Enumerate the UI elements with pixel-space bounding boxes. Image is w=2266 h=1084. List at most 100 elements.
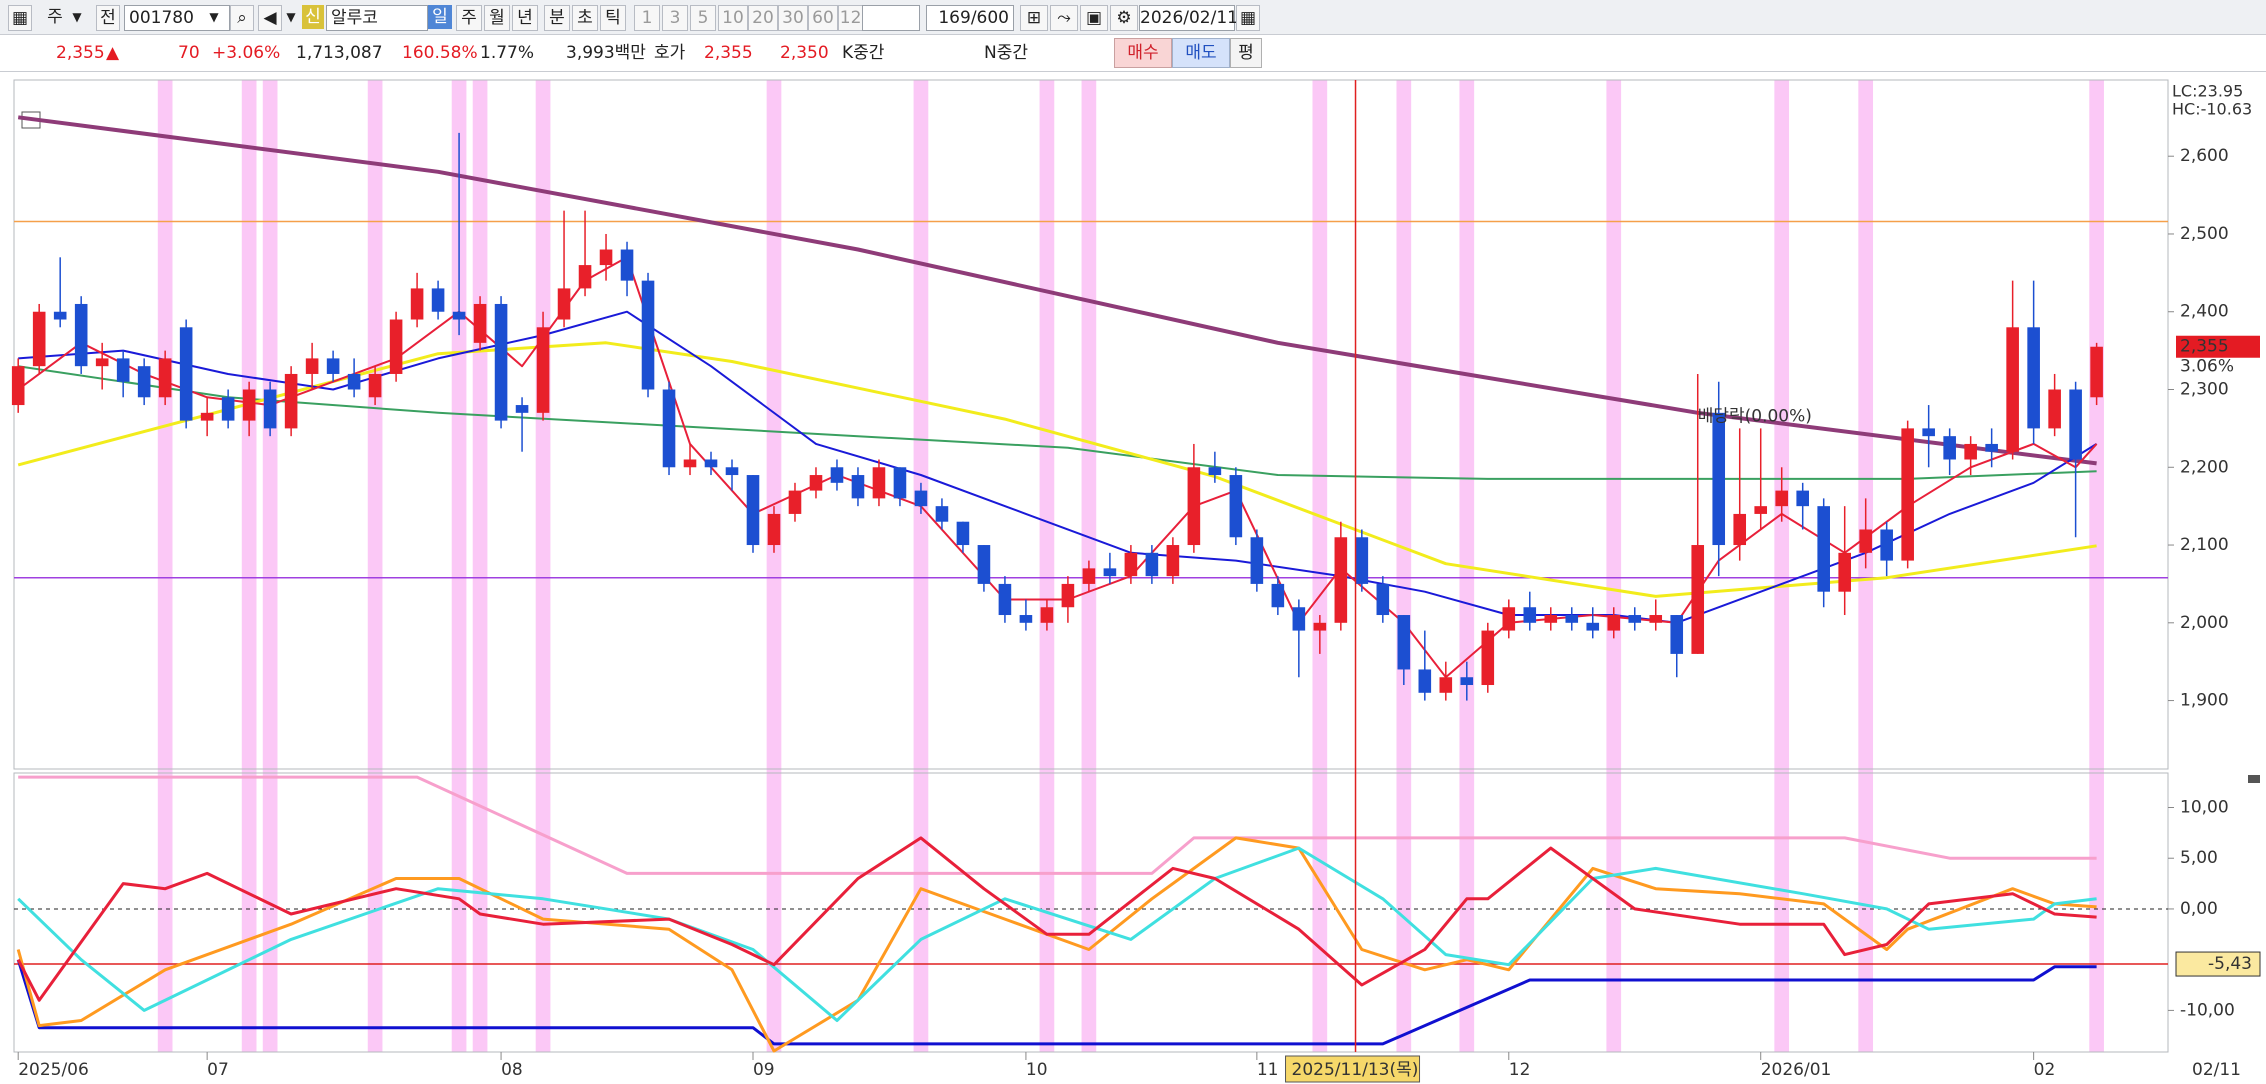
badge: 신 <box>302 5 324 29</box>
settings-icon[interactable]: ⚙ <box>1110 5 1138 31</box>
chart: 2,600 2,500 2,400 2,300 2,200 2,100 2,000 1,900… <box>0 72 2266 1084</box>
step-button[interactable]: 1 <box>634 5 660 31</box>
candle-body <box>347 373 361 390</box>
volume-ratio: 160.58% <box>402 43 478 63</box>
step-button[interactable]: 10 <box>718 5 748 31</box>
interval-button[interactable]: 년 <box>512 5 538 31</box>
y-tick-label: 2,300 <box>2180 380 2229 400</box>
step-button[interactable]: 5 <box>690 5 716 31</box>
y-tick-label: 1,900 <box>2180 691 2229 711</box>
x-tick-label: 09 <box>753 1060 775 1080</box>
candle-body <box>1670 615 1684 654</box>
candle-body <box>788 490 802 514</box>
tool-icon[interactable]: ⤳ <box>1050 5 1078 31</box>
candle-body <box>326 358 340 374</box>
x-tick-label: 2025/06 <box>18 1060 89 1080</box>
interval-button[interactable]: 주 <box>456 5 482 31</box>
date-input[interactable]: 2026/02/11 <box>1139 5 1238 31</box>
calendar-icon[interactable]: ▦ <box>1236 5 1260 31</box>
last-price-rate: 3.06% <box>2180 357 2234 377</box>
x-tick-label: 07 <box>207 1060 229 1080</box>
interval-button[interactable]: 월 <box>484 5 510 31</box>
avg-button[interactable]: 평 <box>1230 38 1262 68</box>
candle-body <box>1712 412 1726 546</box>
candle-body <box>1082 568 1096 584</box>
stock-name[interactable]: 알루코 <box>326 5 428 31</box>
volume: 1,713,087 <box>296 43 383 63</box>
candle-body <box>725 467 739 476</box>
y-tick-label: 2,400 <box>2180 302 2229 322</box>
candle-body <box>1964 443 1977 460</box>
highlight-band <box>2089 80 2104 1052</box>
y-tick-label: -10,00 <box>2180 1000 2235 1020</box>
candle-body <box>1880 529 1893 561</box>
candle-body <box>2027 327 2040 429</box>
code-input[interactable]: 001780 <box>124 5 230 31</box>
candle-body <box>1523 607 1537 623</box>
step-button[interactable]: 30 <box>778 5 808 31</box>
sound-button[interactable]: ◀ <box>258 5 282 31</box>
step-button[interactable]: 20 <box>748 5 778 31</box>
search-button[interactable]: ⌕ <box>230 5 254 31</box>
interval-button[interactable]: 일 <box>428 5 452 29</box>
dropdown-arrow[interactable]: ▼ <box>286 10 296 24</box>
y-tick-label: 5,00 <box>2180 848 2218 868</box>
candle-body <box>1607 615 1621 631</box>
y-tick-label: 2,000 <box>2180 613 2229 633</box>
y-tick-label: 2,500 <box>2180 224 2229 244</box>
candle-body <box>557 288 571 320</box>
n-mid: N중간 <box>984 43 1028 63</box>
candle-body <box>662 389 676 468</box>
custom-step[interactable] <box>862 5 920 31</box>
y-tick-label: 0,00 <box>2180 899 2218 919</box>
highlight-band <box>913 80 929 1052</box>
candle-body <box>1376 583 1390 616</box>
toolbar: ▦ 주 ▼ 전 001780 ▼ ⌕ ◀ ▼ 신 알루코 일 주 월 년 분 초… <box>0 0 2266 35</box>
highlight-band <box>157 80 173 1052</box>
up-arrow: ▲ <box>106 43 120 63</box>
dropdown-arrow[interactable]: ▼ <box>209 10 219 24</box>
candle-body <box>620 249 634 281</box>
tool-icon[interactable]: ⊞ <box>1020 5 1048 31</box>
highlight-band <box>367 80 383 1052</box>
candle-body <box>368 373 382 398</box>
step-button[interactable]: 3 <box>662 5 688 31</box>
candle-body <box>1628 615 1642 623</box>
candle-body <box>1166 545 1180 577</box>
candle-body <box>1124 552 1138 577</box>
candle-body <box>1796 490 1809 507</box>
count-box[interactable]: 169/600 <box>926 5 1014 31</box>
prev-button[interactable]: 전 <box>96 5 120 31</box>
turnover: 1.77% <box>480 43 535 63</box>
candle-body <box>1817 506 1830 592</box>
candle-body <box>389 319 403 374</box>
indicator-line <box>16 959 2097 1046</box>
menu-icon[interactable]: ▦ <box>8 5 32 31</box>
period-select[interactable]: 주 <box>47 7 63 27</box>
sell-button[interactable]: 매도 <box>1172 38 1230 68</box>
interval-button[interactable]: 초 <box>572 5 598 31</box>
save-icon[interactable]: ▣ <box>1080 5 1108 31</box>
y-tick-label: 2,200 <box>2180 457 2229 477</box>
candle-body <box>1355 537 1369 584</box>
candle-body <box>263 389 277 429</box>
candle-body <box>452 311 466 320</box>
highlight-band <box>1039 80 1055 1052</box>
x-tick-label: 11 <box>1257 1060 1279 1080</box>
candle-body <box>872 467 886 499</box>
interval-button[interactable]: 분 <box>544 5 570 31</box>
interval-button[interactable]: 틱 <box>600 5 626 31</box>
highlight-band <box>472 80 488 1052</box>
buy-button[interactable]: 매수 <box>1114 38 1172 68</box>
candle-body <box>137 366 151 398</box>
dropdown-arrow[interactable]: ▼ <box>72 10 82 24</box>
candle-body <box>998 583 1012 616</box>
candle-body <box>830 467 844 483</box>
corner-label: LC:23.95 <box>2172 82 2243 101</box>
candle-body <box>158 358 172 398</box>
step-button[interactable]: 60 <box>808 5 838 31</box>
count-max: /600 <box>970 8 1009 28</box>
candle-body <box>1418 669 1432 693</box>
pane-toggle[interactable] <box>2248 775 2260 783</box>
highlight-band <box>535 80 551 1052</box>
